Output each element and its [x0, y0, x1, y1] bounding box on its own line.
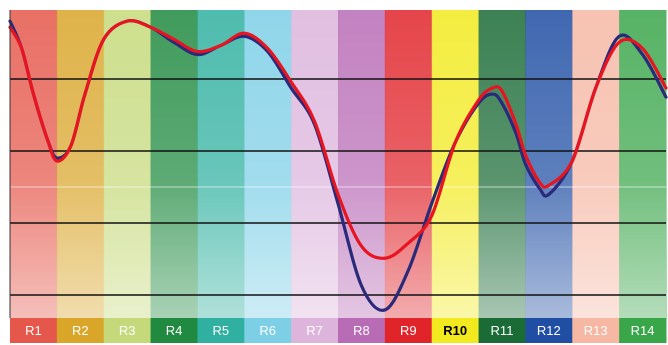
category-label-swatch-r4	[150, 318, 198, 343]
category-label-swatch-r12	[525, 318, 573, 343]
x-tick-label-r7: R7	[306, 323, 323, 338]
category-label-swatch-r3	[103, 318, 152, 343]
x-tick-label-r9: R9	[400, 323, 417, 338]
x-tick-label-r11: R11	[491, 323, 514, 338]
category-label-swatch-r1	[10, 318, 58, 343]
series-line-1	[8, 19, 668, 260]
series-lines	[8, 19, 668, 312]
category-label-swatch-r11	[478, 318, 526, 343]
x-tick-label-r6: R6	[259, 323, 276, 338]
x-tick-label-r13: R13	[584, 323, 608, 338]
category-label-swatch-r10	[431, 318, 480, 343]
category-label-swatch-r6	[244, 318, 292, 343]
x-tick-label-r8: R8	[353, 323, 370, 338]
category-label-swatch-r14	[619, 318, 667, 343]
category-label-swatch-r8	[338, 318, 386, 343]
x-tick-label-r5: R5	[213, 323, 230, 338]
x-tick-label-r12: R12	[537, 323, 561, 338]
fade-overlay	[10, 10, 666, 318]
category-label-swatch-r9	[384, 318, 433, 343]
category-label-swatch-r2	[56, 318, 105, 343]
category-labels: R1 R2 R3 R4 R5 R6 R7 R8 R9 R10 R11 R12 R13 R14	[10, 318, 667, 343]
category-label-swatch-r7	[291, 318, 339, 343]
category-label-swatch-r5	[197, 318, 245, 343]
x-tick-label-r1: R1	[25, 323, 42, 338]
x-tick-label-r3: R3	[119, 323, 136, 338]
x-tick-label-r2: R2	[72, 323, 89, 338]
x-tick-label-r14: R14	[631, 323, 655, 338]
x-tick-label-r4: R4	[166, 323, 183, 338]
category-label-swatch-r13	[572, 318, 620, 343]
x-tick-label-r10: R10	[443, 323, 467, 338]
